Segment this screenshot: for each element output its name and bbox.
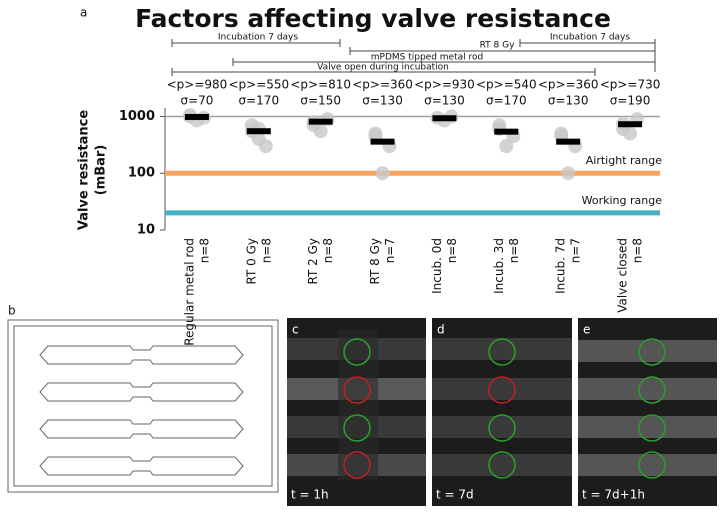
mean-label: <p>=730 bbox=[600, 78, 661, 92]
x-tick-label-group: Incub. 7d n=7 bbox=[554, 238, 583, 294]
mean-label: <p>=980 bbox=[167, 78, 228, 92]
panel-label: e bbox=[583, 323, 590, 337]
data-point bbox=[375, 166, 390, 181]
x-tick-label-group: RT 0 Gy n=8 bbox=[244, 238, 273, 284]
x-tick-label-group: Incub. 3d n=8 bbox=[492, 238, 521, 294]
x-tick-label-group: RT 2 Gy n=8 bbox=[306, 238, 335, 284]
y-tick-label: 1000 bbox=[119, 109, 155, 124]
mean-label: <p>=550 bbox=[228, 78, 289, 92]
mean-bar bbox=[556, 138, 581, 145]
x-tick-label: Regular metal rod bbox=[182, 238, 196, 346]
sigma-label: σ=130 bbox=[548, 94, 589, 108]
micrograph bbox=[432, 318, 572, 506]
brackets bbox=[171, 39, 656, 76]
x-tick-label-group: Valve closed n=8 bbox=[616, 238, 645, 313]
y-label: Valve resistance bbox=[77, 110, 92, 231]
y-tick-label: 100 bbox=[128, 166, 155, 181]
x-tick-label: Incub. 0d bbox=[430, 238, 444, 294]
data-point bbox=[258, 139, 273, 154]
bracket-label: RT 8 Gy bbox=[480, 41, 516, 51]
sigma-label: σ=130 bbox=[424, 94, 465, 108]
caption: t = 7d bbox=[436, 488, 474, 502]
chart-title: Factors affecting valve resistance bbox=[135, 4, 611, 33]
data-point bbox=[499, 139, 514, 154]
data-point bbox=[554, 126, 569, 141]
sigma-label: σ=170 bbox=[486, 94, 527, 108]
mean-bar bbox=[308, 118, 333, 125]
caption: t = 7d+1h bbox=[582, 488, 645, 502]
y-label-unit: (mBar) bbox=[94, 145, 109, 196]
mean-label: <p>=930 bbox=[414, 78, 475, 92]
n-label: n=8 bbox=[507, 238, 521, 263]
panel-label: a bbox=[80, 6, 87, 20]
x-tick-label-group: RT 8 Gy n=7 bbox=[368, 238, 397, 284]
panel-label: b bbox=[8, 304, 16, 318]
x-tick-label: RT 8 Gy bbox=[368, 238, 382, 284]
n-label: n=8 bbox=[259, 238, 273, 263]
mean-bar bbox=[618, 121, 643, 128]
n-label: n=8 bbox=[197, 238, 211, 263]
mean-bar bbox=[246, 128, 271, 135]
mean-label: <p>=360 bbox=[538, 78, 599, 92]
x-tick-label: RT 0 Gy bbox=[244, 238, 258, 284]
x-tick-label: Valve closed bbox=[616, 238, 630, 313]
mean-label: <p>=360 bbox=[352, 78, 413, 92]
sigma-label: σ=70 bbox=[180, 94, 213, 108]
n-label: n=8 bbox=[321, 238, 335, 263]
x-tick-label: Incub. 7d bbox=[554, 238, 568, 294]
panel-label: c bbox=[292, 323, 299, 337]
chip-diagram bbox=[7, 319, 279, 493]
n-label: n=8 bbox=[631, 238, 645, 263]
x-tick-label-group: Regular metal rod n=8 bbox=[182, 238, 211, 346]
mean-bar bbox=[184, 113, 209, 120]
y-tick-label: 10 bbox=[137, 223, 155, 238]
bracket-label: mPDMS tipped metal rod bbox=[371, 53, 483, 63]
bracket-label: Incubation 7 days bbox=[550, 33, 630, 43]
micrograph bbox=[578, 318, 717, 506]
sigma-label: σ=190 bbox=[610, 94, 651, 108]
panel-label: d bbox=[437, 323, 445, 337]
y-axis-title: Valve resistance (mBar) bbox=[77, 110, 109, 231]
n-label: n=7 bbox=[383, 238, 397, 263]
sigma-label: σ=130 bbox=[362, 94, 403, 108]
sigma-label: σ=150 bbox=[300, 94, 341, 108]
mean-bar bbox=[370, 138, 395, 145]
bracket-label: Valve open during incubation bbox=[317, 63, 449, 73]
micrograph bbox=[287, 318, 426, 506]
data-point bbox=[561, 166, 576, 181]
mean-label: <p>=540 bbox=[476, 78, 537, 92]
mean-bar bbox=[494, 128, 519, 135]
caption: t = 1h bbox=[291, 488, 329, 502]
x-tick-label-group: Incub. 0d n=8 bbox=[430, 238, 459, 294]
sigma-label: σ=170 bbox=[239, 94, 280, 108]
n-label: n=7 bbox=[569, 238, 583, 263]
x-tick-label: Incub. 3d bbox=[492, 238, 506, 294]
mean-bar bbox=[432, 115, 457, 122]
x-tick-label: RT 2 Gy bbox=[306, 238, 320, 284]
bracket-label: Incubation 7 days bbox=[218, 33, 298, 43]
mean-label: <p>=810 bbox=[290, 78, 351, 92]
reference-label: Airtight range bbox=[586, 154, 662, 167]
n-label: n=8 bbox=[445, 238, 459, 263]
reference-label: Working range bbox=[582, 194, 663, 207]
